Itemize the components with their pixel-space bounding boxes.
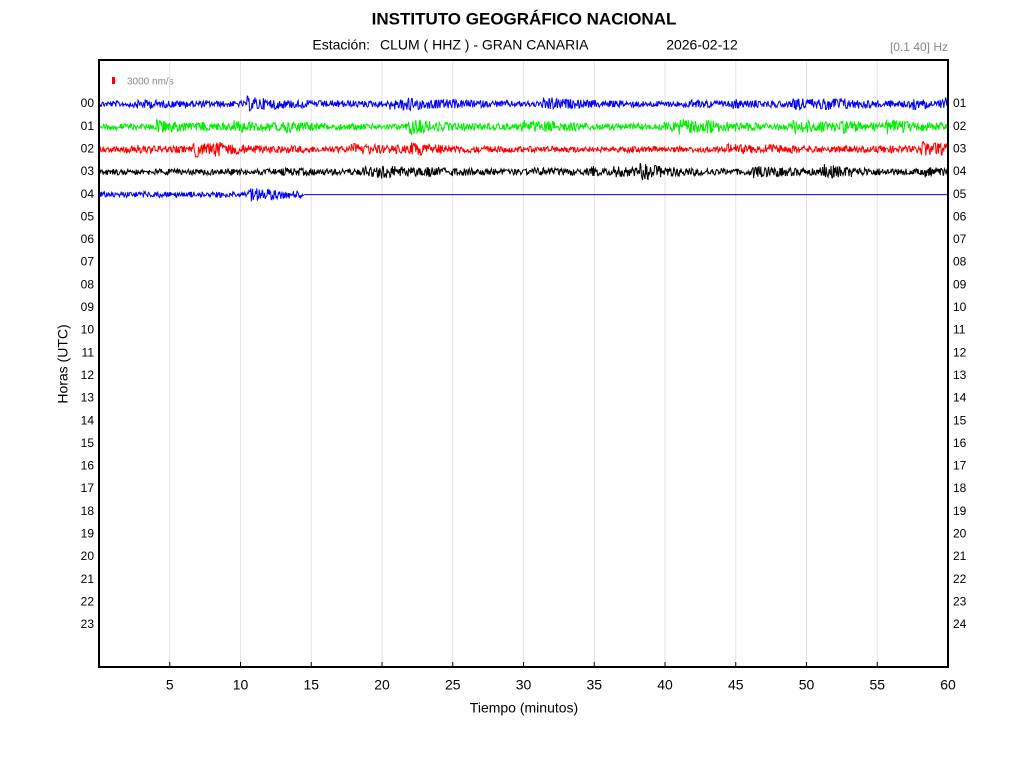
row-label-left: 06 xyxy=(81,232,95,246)
row-label-left: 22 xyxy=(81,594,95,608)
row-label-right: 11 xyxy=(953,323,966,337)
row-label-left: 04 xyxy=(81,187,95,201)
row-label-right: 07 xyxy=(953,232,967,246)
x-axis-label: Tiempo (minutos) xyxy=(470,700,578,716)
row-label-right: 01 xyxy=(953,96,967,110)
trace xyxy=(98,162,948,181)
x-tick-label: 30 xyxy=(516,677,532,693)
row-label-right: 08 xyxy=(953,255,967,269)
x-tick-label: 25 xyxy=(445,677,461,693)
scale-label: 3000 nm/s xyxy=(127,77,174,88)
row-label-left: 16 xyxy=(81,459,95,473)
row-label-right: 16 xyxy=(953,436,967,450)
row-label-left: 09 xyxy=(81,300,95,314)
station-label: Estación: xyxy=(312,37,370,53)
x-tick-label: 50 xyxy=(799,677,815,693)
row-label-left: 23 xyxy=(81,617,95,631)
plot-frame xyxy=(98,59,949,668)
row-label-left: 20 xyxy=(81,549,95,563)
row-label-left: 21 xyxy=(81,572,95,586)
row-label-right: 14 xyxy=(953,391,967,405)
row-label-right: 18 xyxy=(953,481,967,495)
row-label-right: 05 xyxy=(953,187,967,201)
trace xyxy=(98,118,948,136)
row-label-right: 21 xyxy=(953,549,967,563)
row-label-right: 23 xyxy=(953,594,967,608)
row-label-left: 08 xyxy=(81,277,95,291)
row-label-left: 01 xyxy=(81,119,95,133)
y-axis-label: Horas (UTC) xyxy=(55,324,71,403)
row-label-left: 15 xyxy=(81,436,95,450)
trace xyxy=(98,141,948,158)
row-label-left: 14 xyxy=(81,413,95,427)
row-label-left: 18 xyxy=(81,504,95,518)
row-label-left: 07 xyxy=(81,255,95,269)
row-label-left: 05 xyxy=(81,209,95,223)
row-label-right: 20 xyxy=(953,527,967,541)
x-tick-label: 5 xyxy=(166,677,174,693)
station: CLUM ( HHZ ) - GRAN CANARIA xyxy=(380,37,589,53)
row-label-right: 10 xyxy=(953,300,967,314)
x-tick-label: 55 xyxy=(869,677,885,693)
row-label-right: 06 xyxy=(953,209,967,223)
row-label-right: 24 xyxy=(953,617,967,631)
band: [0.1 40] Hz xyxy=(890,40,948,54)
row-label-left: 03 xyxy=(81,164,95,178)
row-label-left: 12 xyxy=(81,368,95,382)
x-tick-label: 10 xyxy=(233,677,249,693)
row-label-right: 04 xyxy=(953,164,967,178)
row-label-right: 15 xyxy=(953,413,967,427)
x-tick-label: 35 xyxy=(586,677,602,693)
row-label-left: 02 xyxy=(81,141,95,155)
row-label-left: 00 xyxy=(81,96,95,110)
row-label-right: 13 xyxy=(953,368,967,382)
row-label-right: 12 xyxy=(953,345,967,359)
chart-title: INSTITUTO GEOGRÁFICO NACIONAL xyxy=(372,9,677,28)
x-tick-label: 40 xyxy=(657,677,673,693)
trace xyxy=(98,95,948,112)
row-label-right: 09 xyxy=(953,277,967,291)
trace xyxy=(98,188,304,202)
x-tick-label: 20 xyxy=(374,677,390,693)
row-label-right: 19 xyxy=(953,504,967,518)
x-tick-label: 60 xyxy=(940,677,956,693)
row-label-left: 17 xyxy=(81,481,95,495)
row-label-left: 13 xyxy=(81,391,95,405)
row-label-left: 10 xyxy=(81,323,95,337)
x-tick-label: 45 xyxy=(728,677,744,693)
x-tick-label: 15 xyxy=(303,677,319,693)
row-label-right: 22 xyxy=(953,572,967,586)
row-label-right: 03 xyxy=(953,141,967,155)
scale-bar xyxy=(112,77,115,84)
row-label-right: 02 xyxy=(953,119,967,133)
row-label-left: 19 xyxy=(81,527,95,541)
row-label-right: 17 xyxy=(953,459,967,473)
date: 2026-02-12 xyxy=(666,37,738,53)
row-label-left: 11 xyxy=(82,345,95,359)
